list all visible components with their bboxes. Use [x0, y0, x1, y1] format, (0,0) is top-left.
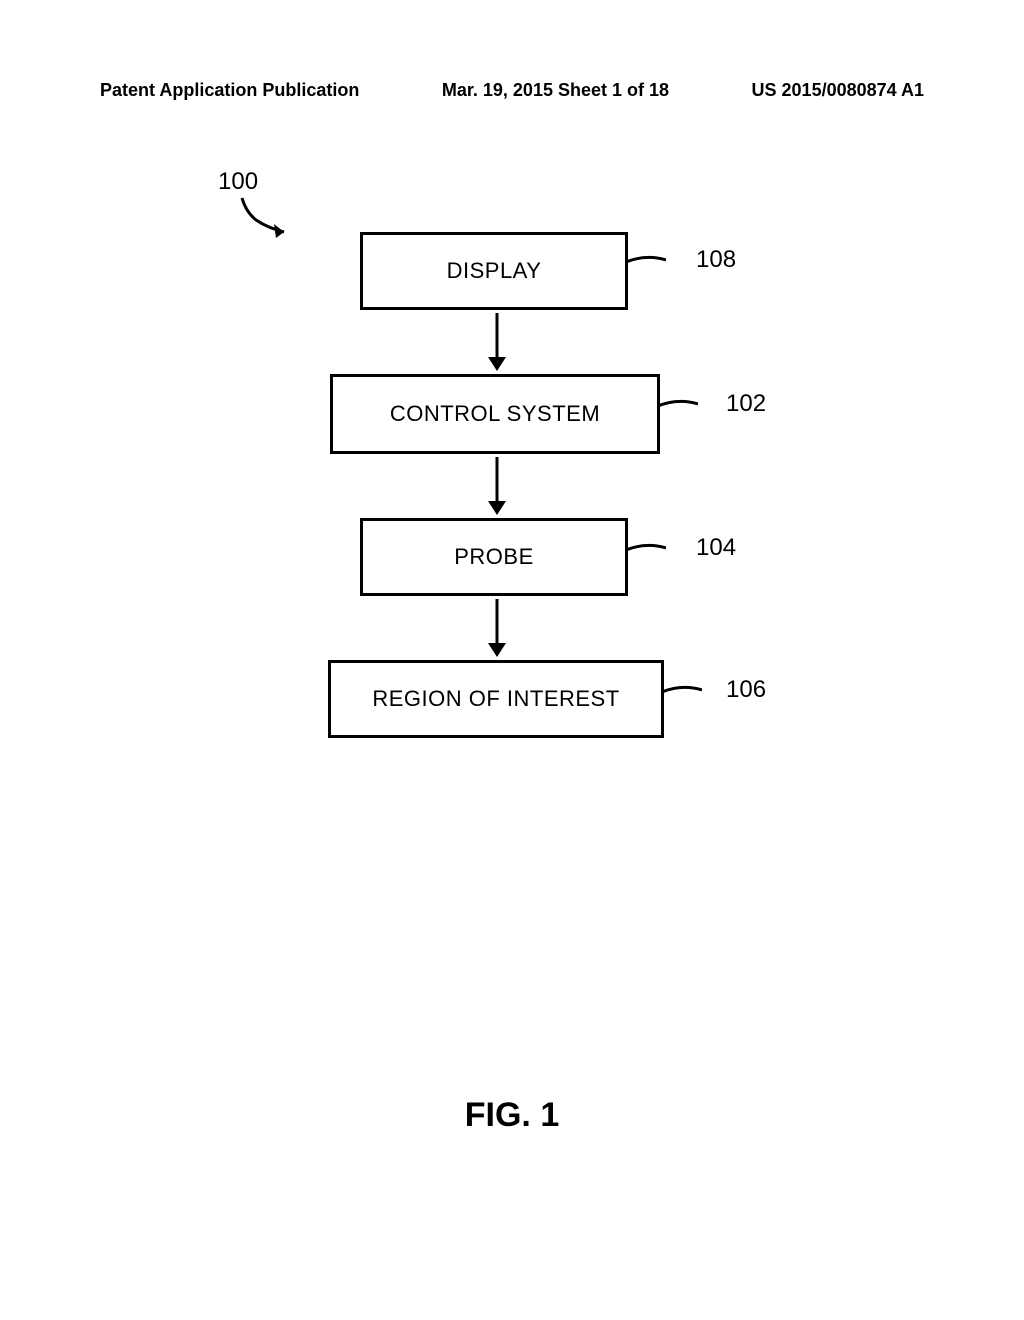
header-left: Patent Application Publication: [100, 80, 359, 101]
box-display: DISPLAY: [360, 232, 628, 310]
header-right: US 2015/0080874 A1: [752, 80, 924, 101]
ref-label-probe: 104: [696, 534, 736, 562]
page-header: Patent Application Publication Mar. 19, …: [100, 80, 924, 101]
box-probe-text: PROBE: [454, 544, 534, 570]
figure-caption: FIG. 1: [0, 1096, 1024, 1135]
ref-label-display: 108: [696, 246, 736, 274]
box-region-of-interest: REGION OF INTEREST: [328, 660, 664, 738]
box-roi-text: REGION OF INTEREST: [372, 686, 619, 712]
ref-100-label: 100: [218, 168, 258, 196]
ref-100-arrow-icon: [236, 194, 296, 244]
page: Patent Application Publication Mar. 19, …: [0, 0, 1024, 1320]
ref-label-control: 102: [726, 390, 766, 418]
ref-label-roi: 106: [726, 676, 766, 704]
lead-line-roi-icon: [662, 680, 702, 704]
box-control-text: CONTROL SYSTEM: [390, 401, 600, 427]
arrow-probe-to-roi-icon: [494, 599, 500, 657]
arrow-display-to-control-icon: [494, 313, 500, 371]
lead-line-display-icon: [626, 250, 666, 274]
arrow-control-to-probe-icon: [494, 457, 500, 515]
box-control-system: CONTROL SYSTEM: [330, 374, 660, 454]
box-probe: PROBE: [360, 518, 628, 596]
lead-line-probe-icon: [626, 538, 666, 562]
lead-line-control-icon: [658, 394, 698, 418]
diagram: 100 DISPLAY CONTROL SYSTEM PROBE REGION …: [0, 160, 1024, 1060]
header-center: Mar. 19, 2015 Sheet 1 of 18: [442, 80, 669, 101]
box-display-text: DISPLAY: [447, 258, 542, 284]
